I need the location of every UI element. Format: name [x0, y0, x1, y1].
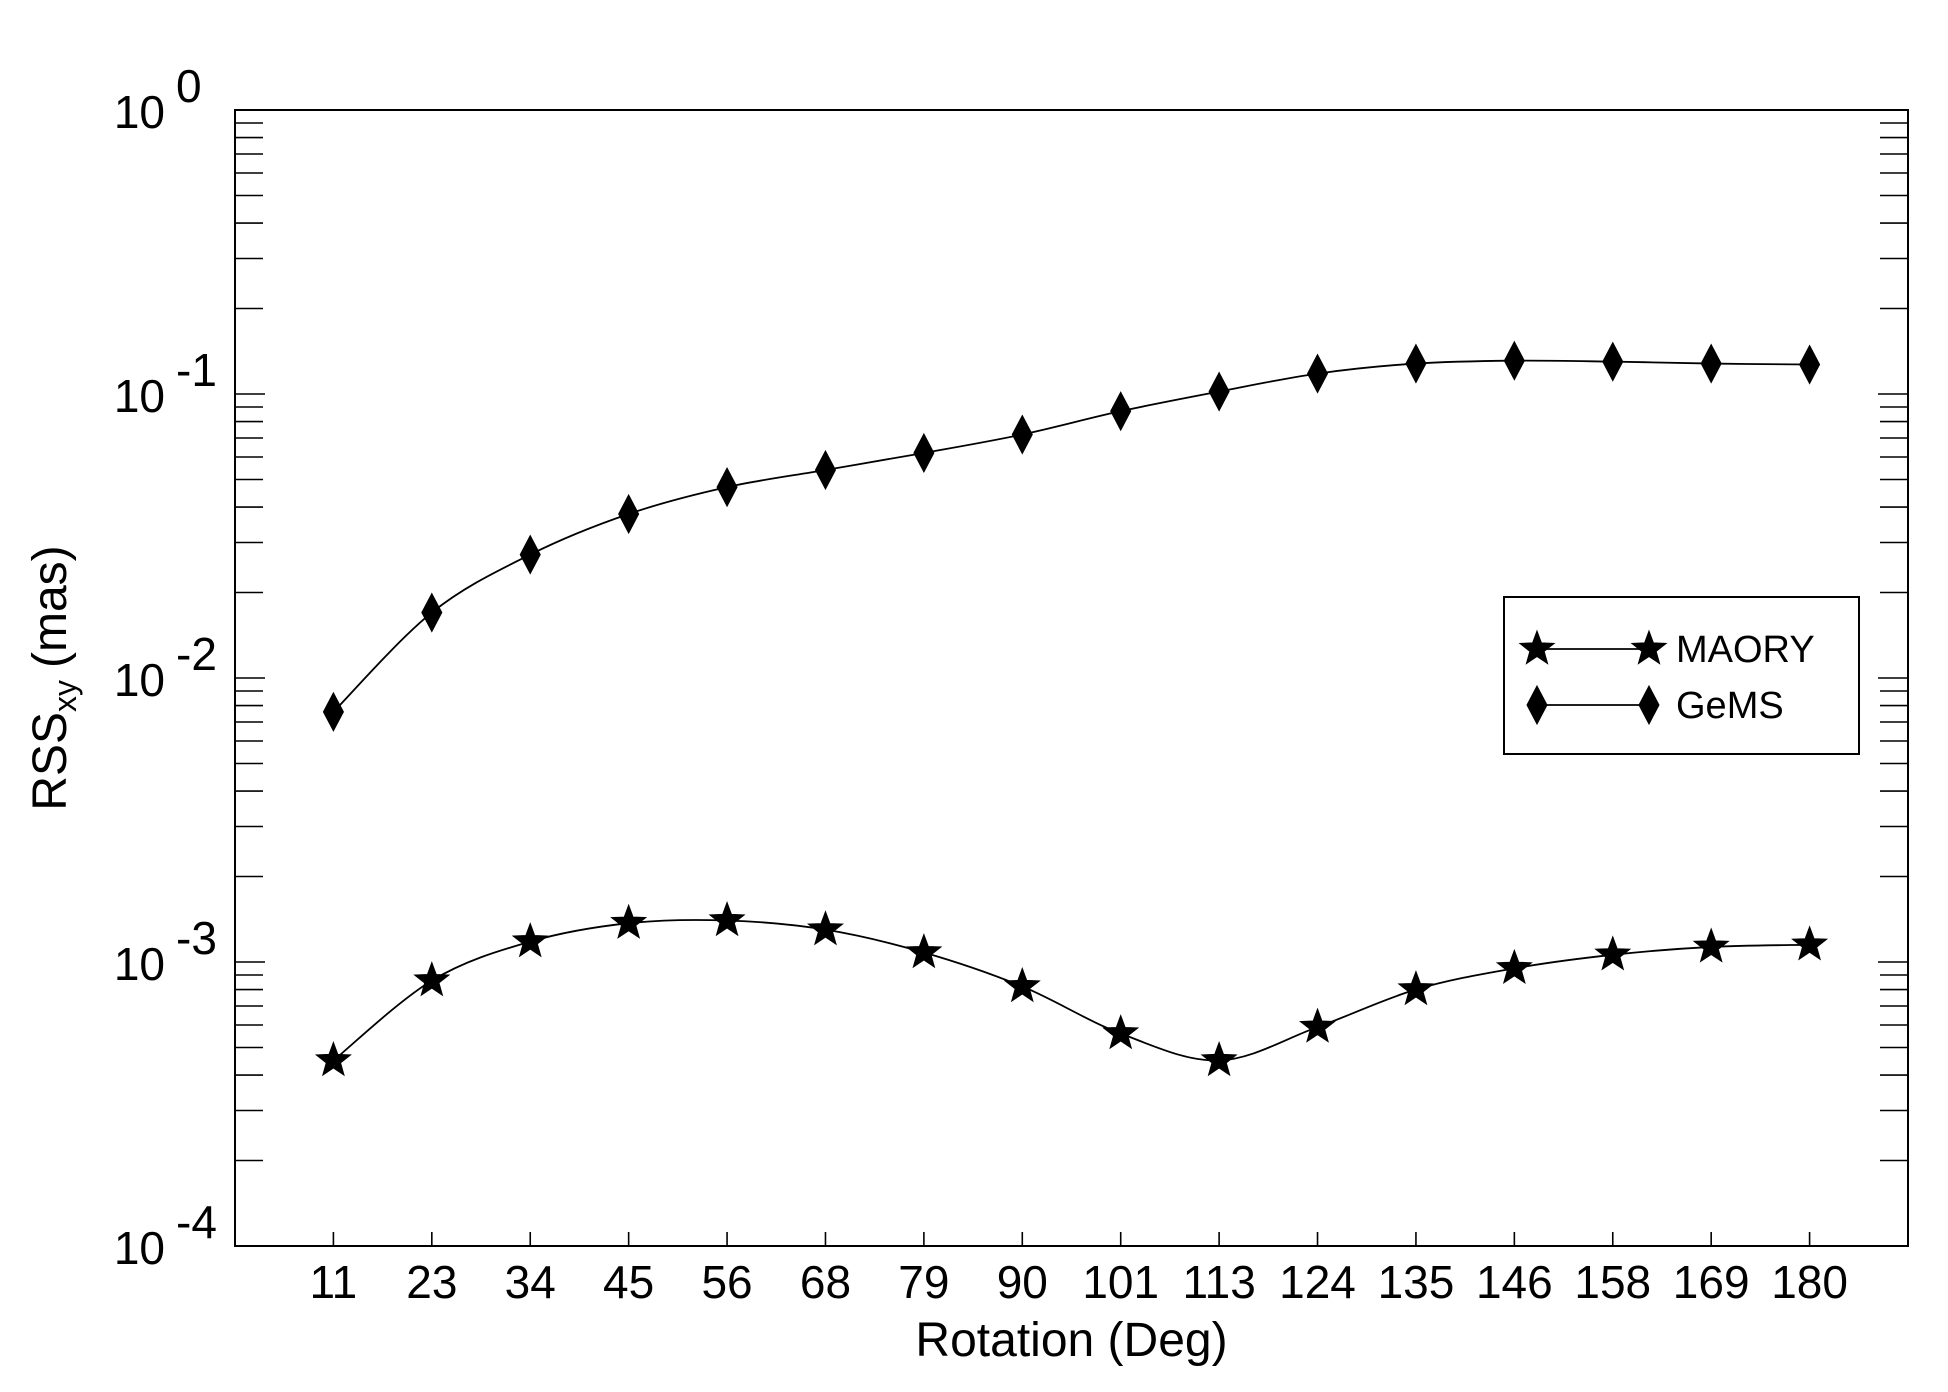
data-point-gems [1700, 343, 1722, 384]
legend-marker-gems [1526, 684, 1548, 726]
legend-marker-maory [1518, 629, 1556, 665]
x-tick-label: 135 [1378, 1256, 1455, 1308]
data-point-gems [1405, 343, 1427, 384]
data-point-maory [708, 901, 746, 937]
x-tick-label: 90 [997, 1256, 1048, 1308]
data-point-maory [1299, 1007, 1337, 1043]
data-point-gems [322, 691, 344, 732]
y-tick-exponent: -4 [176, 1196, 217, 1248]
x-tick-label: 158 [1574, 1256, 1651, 1308]
data-point-maory [806, 910, 844, 946]
x-tick-label: 146 [1476, 1256, 1553, 1308]
data-point-maory [1003, 967, 1041, 1003]
data-point-maory [1102, 1014, 1140, 1050]
data-point-maory [1692, 927, 1730, 963]
series-maory [314, 901, 1829, 1077]
data-point-gems [519, 534, 541, 575]
data-point-maory [1495, 948, 1533, 985]
x-axis-title: Rotation (Deg) [915, 1314, 1227, 1367]
y-tick-label: 10 [114, 86, 165, 138]
y-tick-label: 10 [114, 654, 165, 706]
data-point-maory [610, 903, 648, 939]
data-point-gems [1799, 344, 1821, 385]
y-axis-title: RSSxy(mas) [24, 545, 83, 810]
data-point-maory [1200, 1041, 1238, 1077]
data-point-maory [314, 1041, 352, 1077]
data-point-gems [618, 493, 640, 535]
x-tick-label: 124 [1279, 1256, 1356, 1308]
y-tick-label: 10 [114, 370, 165, 422]
data-point-maory [1791, 925, 1829, 961]
legend-label-maory: MAORY [1676, 629, 1815, 671]
data-point-maory [1397, 970, 1435, 1006]
series-layer [314, 340, 1829, 1077]
series-gems [322, 340, 1821, 732]
legend-box [1503, 596, 1860, 755]
x-tick-label: 11 [310, 1256, 358, 1308]
data-point-gems [1306, 353, 1329, 394]
x-tick-label: 113 [1182, 1256, 1255, 1308]
legend: MAORY GeMS [1503, 596, 1860, 755]
x-tick-label: 169 [1673, 1256, 1750, 1308]
data-point-gems [913, 432, 935, 474]
x-tick-label: 68 [800, 1256, 851, 1308]
data-point-gems [1208, 371, 1230, 412]
x-tick-label: 101 [1082, 1256, 1159, 1308]
data-point-maory [413, 961, 451, 997]
x-tick-label: 56 [701, 1256, 752, 1308]
legend-marker-gems [1638, 684, 1660, 726]
y-tick-label: 10 [114, 1222, 165, 1274]
y-tick-label: 10 [114, 938, 165, 990]
data-point-gems [1011, 414, 1033, 455]
data-point-gems [716, 467, 738, 508]
data-point-maory [511, 922, 549, 958]
y-tick-exponent: -1 [176, 344, 217, 396]
data-point-maory [1594, 935, 1632, 971]
x-tick-label: 180 [1771, 1256, 1848, 1308]
x-tick-label: 79 [898, 1256, 949, 1308]
series-line-maory [332, 919, 1810, 1062]
data-point-gems [1503, 340, 1525, 381]
x-tick-label: 34 [505, 1256, 556, 1308]
x-tick-label: 23 [406, 1256, 457, 1308]
y-tick-exponent: 0 [176, 60, 202, 112]
legend-label-gems: GeMS [1676, 685, 1784, 727]
x-tick-label: 45 [603, 1256, 654, 1308]
data-point-maory [905, 933, 943, 969]
data-point-gems [814, 449, 837, 491]
y-tick-exponent: -3 [176, 912, 217, 964]
y-tick-exponent: -2 [176, 628, 217, 680]
data-point-gems [1602, 341, 1624, 382]
legend-marker-maory [1630, 629, 1668, 665]
data-point-gems [1110, 391, 1132, 432]
series-line-gems [332, 359, 1810, 713]
data-point-gems [421, 592, 443, 633]
